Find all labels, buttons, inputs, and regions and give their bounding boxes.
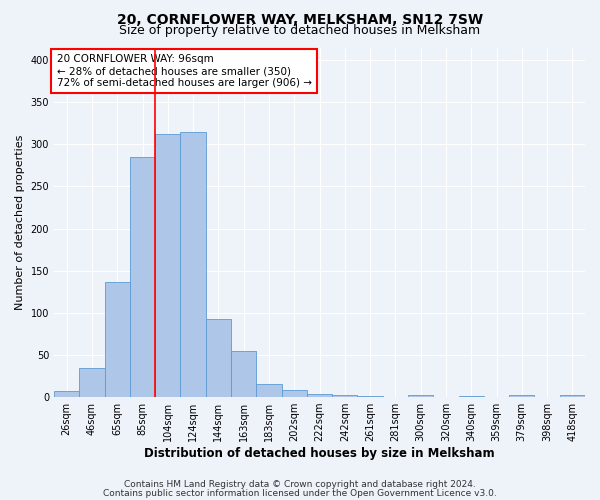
- Bar: [181, 132, 206, 397]
- Text: 20 CORNFLOWER WAY: 96sqm
← 28% of detached houses are smaller (350)
72% of semi-: 20 CORNFLOWER WAY: 96sqm ← 28% of detach…: [56, 54, 311, 88]
- Y-axis label: Number of detached properties: Number of detached properties: [15, 134, 25, 310]
- Bar: [155, 134, 181, 397]
- Bar: [408, 396, 433, 397]
- Bar: [104, 282, 130, 397]
- Bar: [509, 396, 535, 397]
- Bar: [307, 394, 332, 397]
- Bar: [458, 396, 484, 397]
- Bar: [130, 157, 155, 397]
- Text: 20, CORNFLOWER WAY, MELKSHAM, SN12 7SW: 20, CORNFLOWER WAY, MELKSHAM, SN12 7SW: [117, 12, 483, 26]
- Bar: [560, 396, 585, 397]
- Bar: [206, 318, 231, 397]
- Bar: [281, 390, 307, 397]
- Bar: [256, 384, 281, 397]
- Bar: [231, 351, 256, 397]
- Text: Contains HM Land Registry data © Crown copyright and database right 2024.: Contains HM Land Registry data © Crown c…: [124, 480, 476, 489]
- Bar: [54, 391, 79, 397]
- Text: Size of property relative to detached houses in Melksham: Size of property relative to detached ho…: [119, 24, 481, 37]
- Bar: [79, 368, 104, 397]
- Bar: [332, 396, 358, 397]
- X-axis label: Distribution of detached houses by size in Melksham: Distribution of detached houses by size …: [144, 447, 495, 460]
- Text: Contains public sector information licensed under the Open Government Licence v3: Contains public sector information licen…: [103, 488, 497, 498]
- Bar: [358, 396, 383, 397]
